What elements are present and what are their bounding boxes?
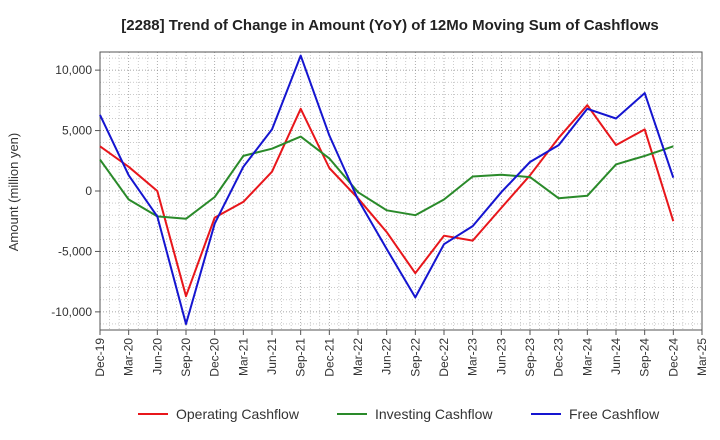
x-tick-label: Dec-24 <box>666 338 680 377</box>
x-tick-label: Sep-23 <box>523 338 537 377</box>
x-tick-label: Mar-20 <box>122 338 136 376</box>
x-tick-label: Dec-23 <box>552 338 566 377</box>
x-tick-label: Dec-20 <box>208 338 222 377</box>
series-lines <box>99 54 675 325</box>
x-tick-label: Dec-19 <box>93 338 107 377</box>
x-tick-label: Jun-20 <box>150 338 164 375</box>
x-tick-label: Mar-25 <box>695 338 709 376</box>
x-tick-label: Mar-21 <box>236 338 250 376</box>
y-tick-label: 10,000 <box>55 63 92 77</box>
x-tick-label: Sep-21 <box>294 338 308 377</box>
x-tick-label: Jun-22 <box>380 338 394 375</box>
x-tick-label: Jun-24 <box>609 338 623 375</box>
x-tick-label: Sep-22 <box>408 338 422 377</box>
x-tick-label: Sep-24 <box>638 338 652 377</box>
legend-label-operating-cashflow: Operating Cashflow <box>176 406 300 422</box>
x-tick-label: Jun-23 <box>494 338 508 375</box>
x-tick-label: Dec-22 <box>437 338 451 377</box>
series-line-free-cashflow <box>99 54 675 325</box>
series-line-operating-cashflow <box>99 104 675 298</box>
chart-title: [2288] Trend of Change in Amount (YoY) o… <box>121 17 659 34</box>
x-tick-label: Dec-21 <box>322 338 336 377</box>
legend-label-free-cashflow: Free Cashflow <box>569 406 660 422</box>
x-tick-label: Mar-24 <box>580 338 594 376</box>
legend-label-investing-cashflow: Investing Cashflow <box>375 406 493 422</box>
x-tick-label: Mar-22 <box>351 338 365 376</box>
y-axis-label: Amount (million yen) <box>6 133 21 252</box>
x-tick-label: Jun-21 <box>265 338 279 375</box>
y-tick-label: 5,000 <box>62 124 92 138</box>
x-tick-label: Sep-20 <box>179 338 193 377</box>
legend: Operating Cashflow Investing Cashflow Free… <box>138 406 660 422</box>
x-tick-label: Mar-23 <box>466 338 480 376</box>
x-axis-ticks: Dec-19 Mar-20 Jun-20 Sep-20 Dec-20 Mar-21 Jun-… <box>93 330 709 377</box>
y-tick-label: -10,000 <box>51 305 92 319</box>
y-tick-label: -5,000 <box>58 244 92 258</box>
grid-lines <box>99 52 703 330</box>
series-line-investing-cashflow <box>99 135 674 220</box>
y-axis-ticks: 10,000 5,000 0 -5,000 -10,000 <box>51 63 100 319</box>
y-tick-label: 0 <box>85 184 92 198</box>
